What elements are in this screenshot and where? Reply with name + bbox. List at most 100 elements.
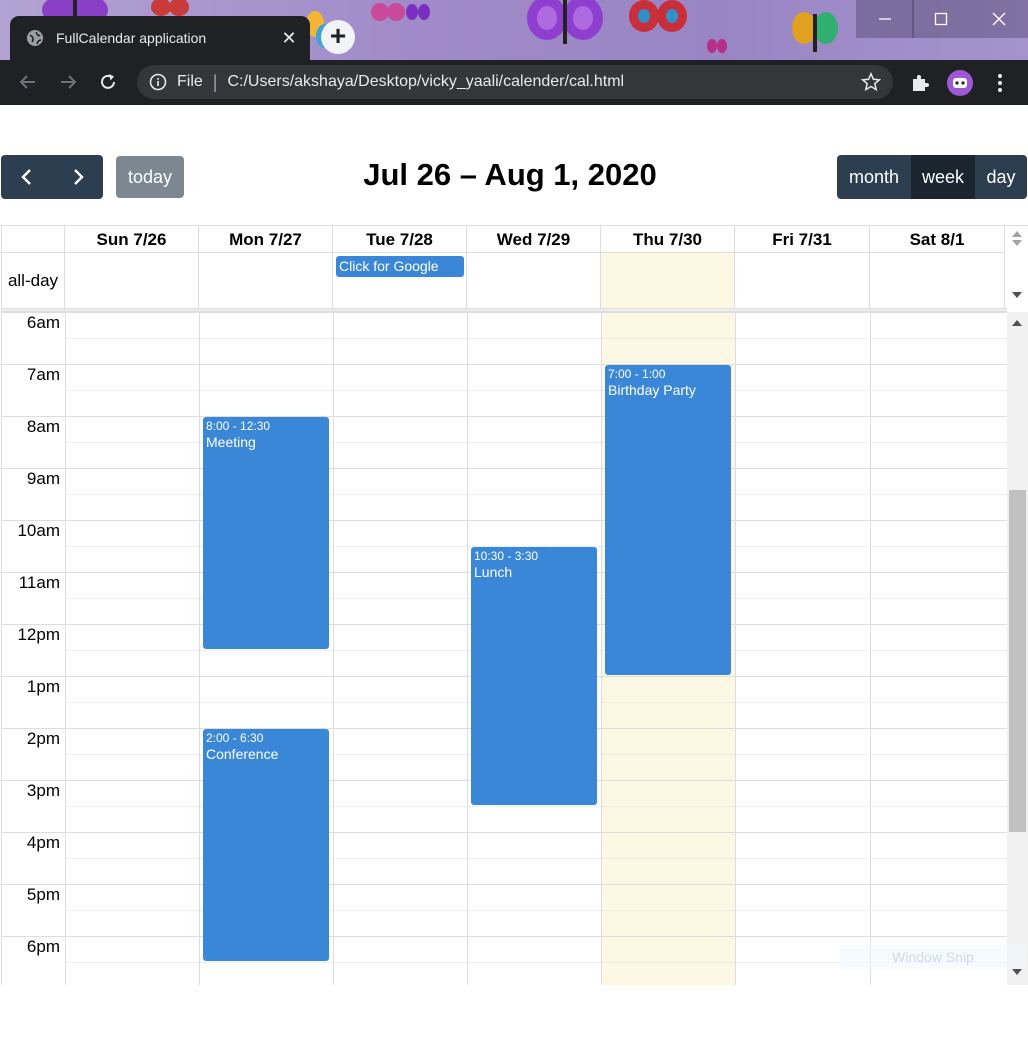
hour-slot-line — [2, 936, 1007, 937]
allday-divider — [2, 308, 1007, 312]
calendar-event[interactable]: 7:00 - 1:00 Birthday Party — [605, 365, 731, 675]
address-bar[interactable]: File | C:/Users/akshaya/Desktop/vicky_ya… — [137, 65, 893, 99]
half-hour-slot-line — [65, 546, 1007, 547]
hour-slot-line — [2, 520, 1007, 521]
scrollbar-thumb[interactable] — [1009, 490, 1026, 832]
browser-titlebar: FullCalendar application ✕ + — [0, 0, 1028, 60]
allday-cell[interactable] — [199, 253, 333, 308]
day-header: Sun 7/26 — [65, 226, 199, 253]
butterfly-decoration-icon — [151, 0, 189, 16]
globe-icon — [27, 30, 43, 46]
day-header: Sat 8/1 — [870, 226, 1005, 253]
prev-button[interactable] — [1, 155, 52, 199]
url-text[interactable]: C:/Users/akshaya/Desktop/vicky_yaali/cal… — [227, 73, 625, 90]
day-header: Fri 7/31 — [735, 226, 870, 253]
day-column-line — [467, 312, 468, 985]
reload-icon — [101, 74, 115, 89]
back-button[interactable] — [8, 64, 48, 100]
calendar-event[interactable]: 8:00 - 12:30 Meeting — [203, 417, 329, 649]
butterfly-decoration-icon — [707, 39, 727, 53]
hour-slot-line — [2, 312, 1007, 313]
chevron-left-icon — [20, 169, 31, 185]
butterfly-decoration-icon — [792, 12, 838, 52]
day-header: Thu 7/30 — [601, 226, 735, 253]
allday-cell[interactable] — [467, 253, 601, 308]
minimize-button[interactable] — [856, 0, 914, 38]
day-column-line — [735, 312, 736, 985]
forward-button[interactable] — [48, 64, 88, 100]
close-window-button[interactable] — [970, 0, 1028, 38]
half-hour-slot-line — [65, 858, 1007, 859]
tab-title: FullCalendar application — [56, 30, 207, 46]
hour-slot-line — [2, 468, 1007, 469]
today-button[interactable]: today — [116, 156, 184, 198]
time-slot-label: 9am — [26, 469, 60, 488]
window-snip-overlay: Window Snip — [840, 945, 1026, 969]
tab-close-icon[interactable]: ✕ — [281, 28, 297, 48]
allday-cell[interactable]: Click for Google — [333, 253, 467, 308]
allday-cell[interactable] — [870, 253, 1005, 308]
event-title: Conference — [206, 746, 279, 762]
back-arrow-icon — [19, 75, 35, 89]
month-view-button[interactable]: month — [837, 155, 911, 199]
browser-menu-button[interactable] — [988, 60, 1012, 105]
maximize-button[interactable] — [912, 0, 970, 38]
puzzle-icon — [913, 74, 929, 91]
browser-tab[interactable]: FullCalendar application ✕ — [10, 16, 310, 60]
half-hour-slot-line — [65, 494, 1007, 495]
scroll-down-arrow-icon[interactable] — [1012, 292, 1022, 298]
time-slot-label: 3pm — [26, 781, 60, 800]
hour-slot-line — [2, 364, 1007, 365]
allday-label: all-day — [2, 253, 65, 308]
new-tab-button[interactable]: + — [321, 20, 355, 54]
half-hour-slot-line — [65, 390, 1007, 391]
next-button[interactable] — [52, 155, 103, 199]
allday-row: all-day Click for Google — [2, 253, 1005, 308]
day-column-line — [333, 312, 334, 985]
scroll-up-arrow-icon[interactable] — [1012, 320, 1022, 326]
bookmark-star-icon[interactable] — [861, 72, 881, 92]
extensions-button[interactable] — [906, 60, 934, 105]
hour-slot-line — [2, 832, 1007, 833]
butterfly-decoration-icon — [371, 3, 405, 21]
half-hour-slot-line — [65, 442, 1007, 443]
event-time: 8:00 - 12:30 — [206, 419, 271, 433]
butterfly-decoration-icon — [406, 4, 430, 20]
calendar-event[interactable]: 2:00 - 6:30 Conference — [203, 729, 329, 961]
time-slot-label: 6am — [26, 313, 60, 332]
allday-event[interactable]: Click for Google — [336, 256, 464, 277]
browser-toolbar: File | C:/Users/akshaya/Desktop/vicky_ya… — [0, 60, 1028, 105]
profile-avatar[interactable] — [944, 60, 976, 105]
close-icon — [992, 12, 1006, 26]
hour-slot-line — [2, 884, 1007, 885]
calendar-event[interactable]: 10:30 - 3:30 Lunch — [471, 547, 597, 805]
reload-button[interactable] — [88, 64, 128, 100]
event-time: 7:00 - 1:00 — [608, 367, 666, 381]
scroll-up-arrow-icon[interactable] — [1012, 231, 1022, 237]
day-column-line — [870, 312, 871, 985]
day-column-line — [65, 312, 66, 985]
allday-cell[interactable] — [735, 253, 870, 308]
hour-slot-line — [2, 416, 1007, 417]
info-icon[interactable] — [149, 73, 167, 91]
time-slot-label: 8am — [26, 417, 60, 436]
time-grid-scrollbar[interactable] — [1007, 312, 1028, 985]
butterfly-decoration-icon — [527, 0, 603, 44]
allday-cell-today[interactable] — [601, 253, 735, 308]
event-title: Lunch — [474, 564, 513, 580]
url-separator: | — [212, 71, 218, 92]
time-slot-label: 2pm — [26, 729, 60, 748]
scroll-down-arrow-icon[interactable] — [1012, 969, 1022, 975]
allday-cell[interactable] — [65, 253, 199, 308]
day-header-row: Sun 7/26 Mon 7/27 Tue 7/28 Wed 7/29 Thu … — [2, 226, 1005, 253]
day-column-line — [601, 312, 602, 985]
time-grid[interactable]: 6am 7am 8am 9am 10am 11am 12pm 1pm 2pm 3pm 4pm 5pm 6… — [2, 312, 1007, 985]
day-view-button[interactable]: day — [975, 155, 1027, 199]
day-header: Tue 7/28 — [333, 226, 467, 253]
time-slot-label: 11am — [18, 573, 60, 592]
day-header: Wed 7/29 — [467, 226, 601, 253]
week-view-button[interactable]: week — [911, 155, 975, 199]
scroll-down-arrow-icon[interactable] — [1012, 240, 1022, 246]
header-scrollbar[interactable] — [1007, 226, 1028, 308]
day-header: Mon 7/27 — [199, 226, 333, 253]
